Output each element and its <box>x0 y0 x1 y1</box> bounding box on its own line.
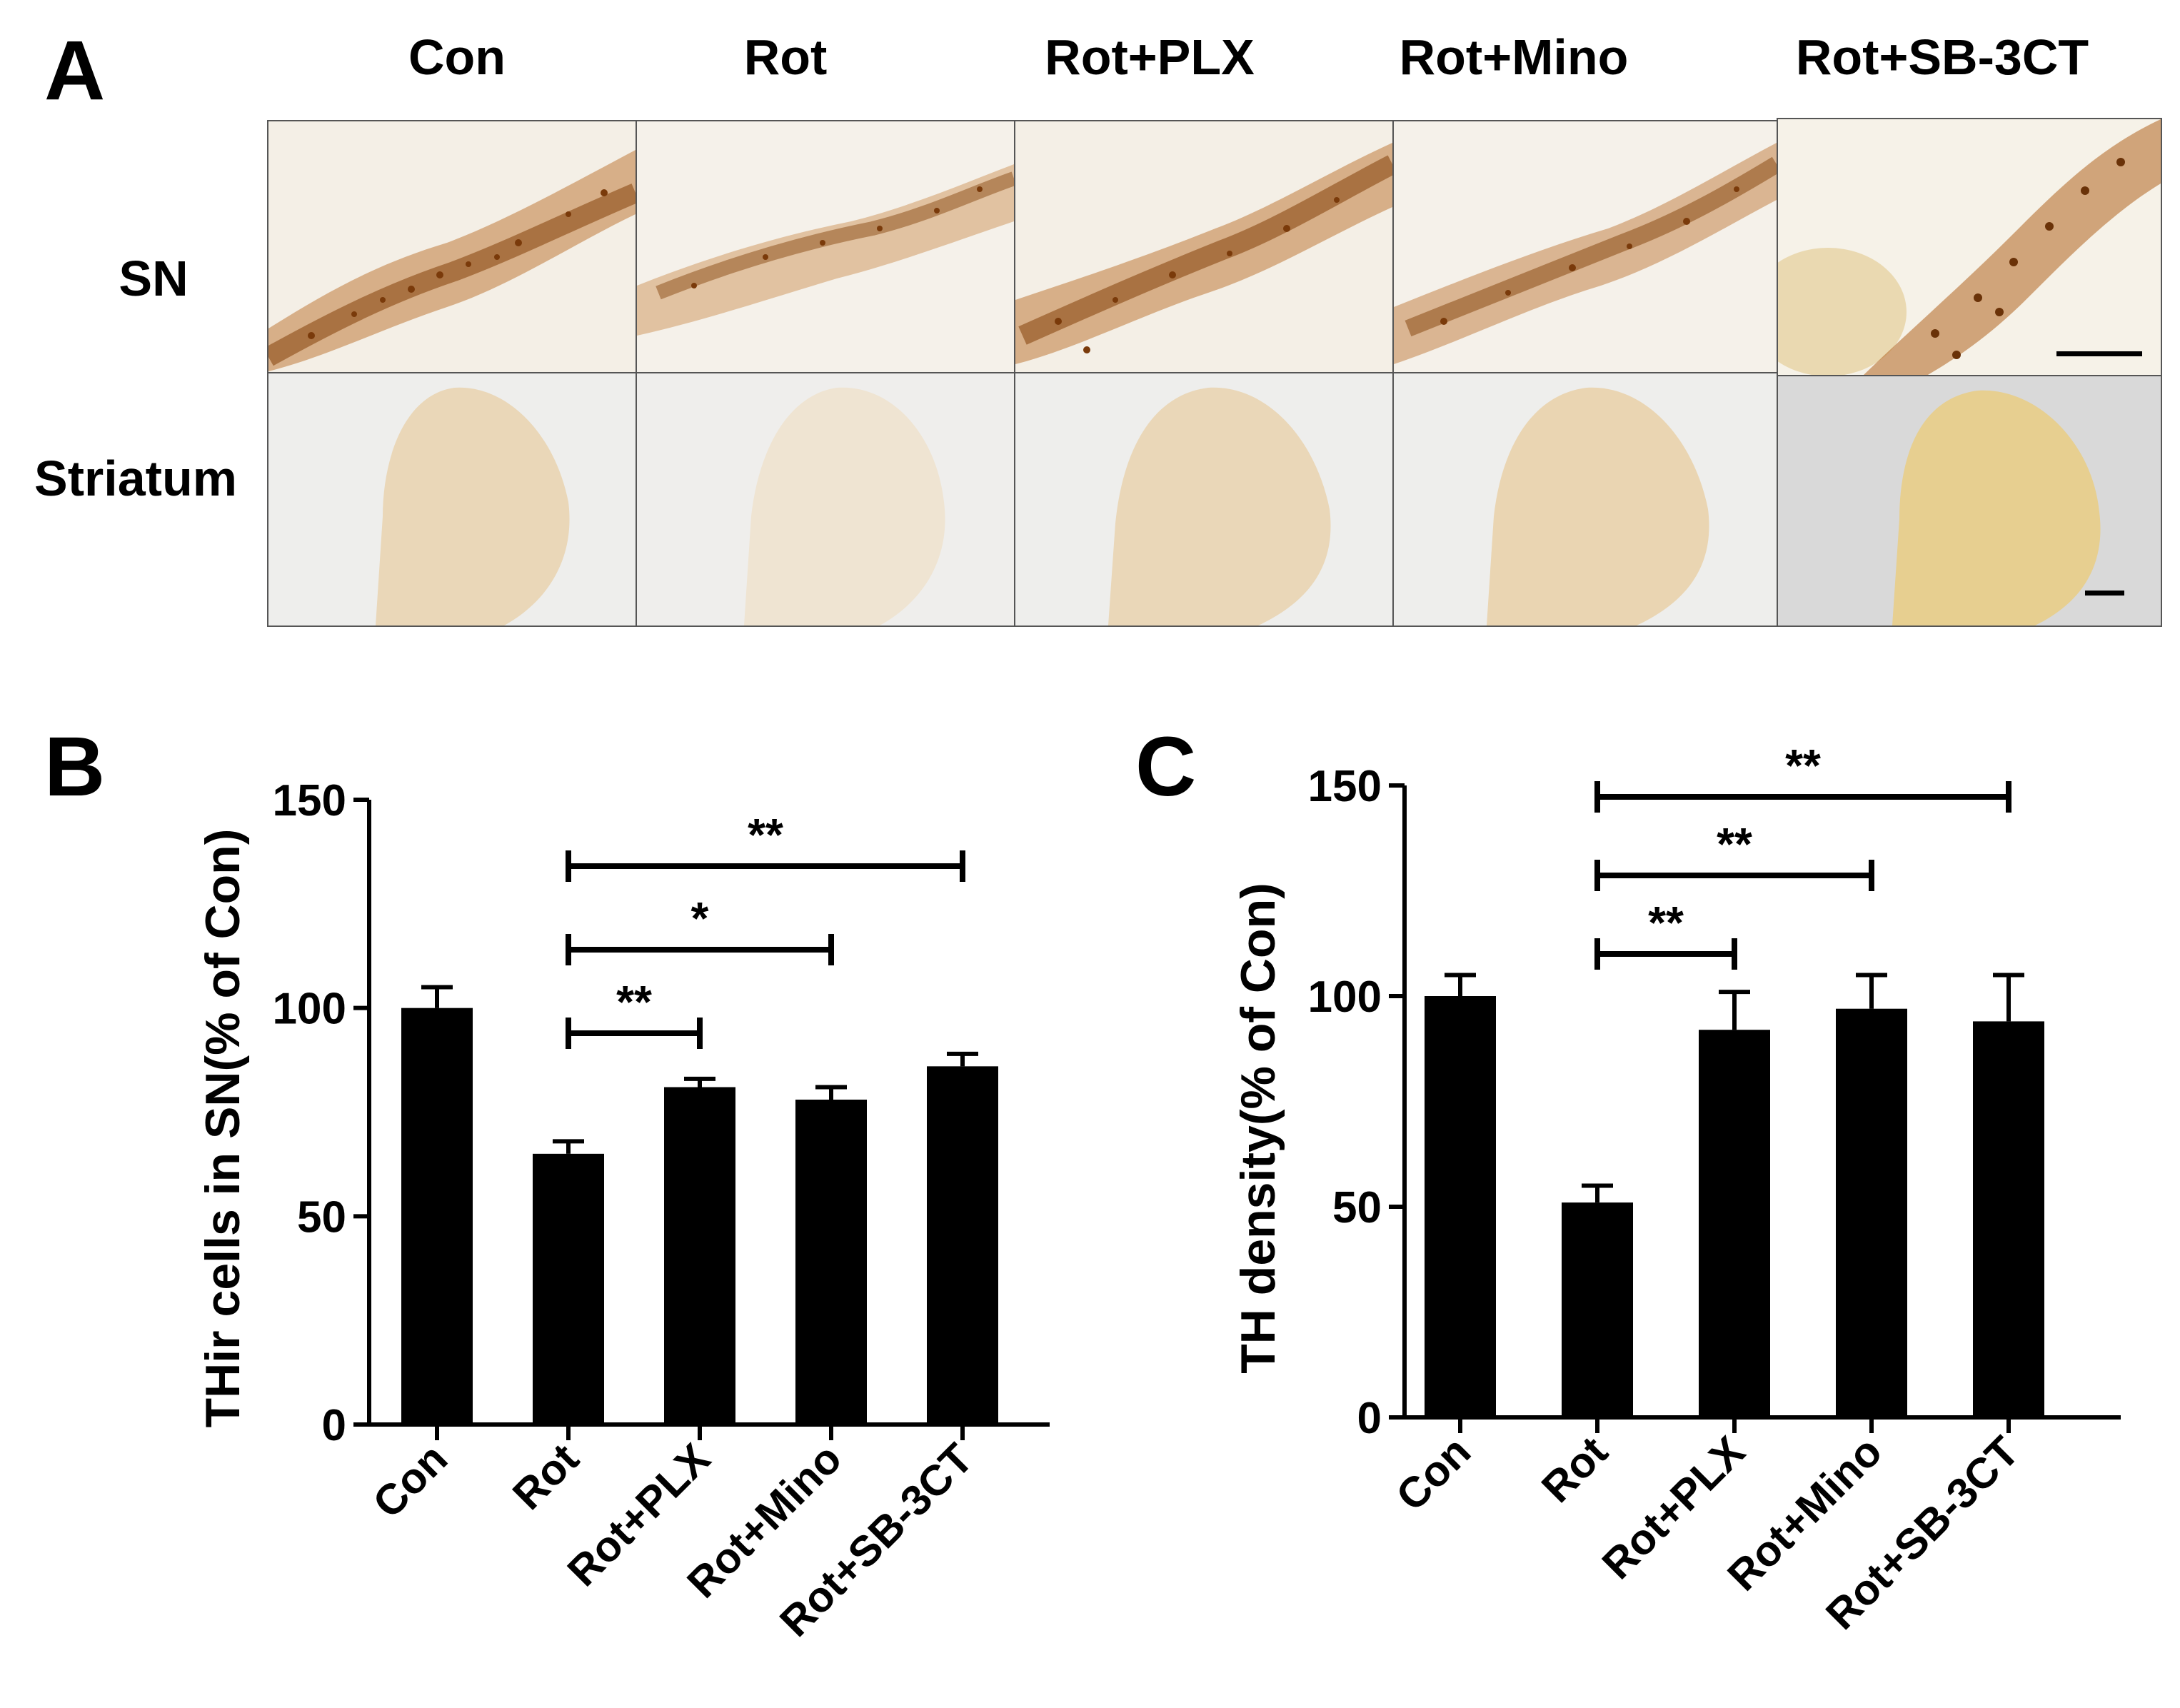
chart-c-bar <box>1699 1030 1770 1417</box>
chart-c-sig-label: ** <box>1785 743 1821 791</box>
chart-b: THir cells in SN(% of Con) 0 50 100 150 Con R… <box>196 776 1050 1646</box>
chart-c-ytick-label: 100 <box>1308 973 1382 1022</box>
chart-b-ytick-label: 50 <box>297 1192 346 1242</box>
column-label-rot-mino: Rot+Mino <box>1399 29 1629 85</box>
chart-c-ytick-label: 0 <box>1357 1394 1382 1443</box>
chart-c-category-label: Con <box>1387 1427 1480 1520</box>
micrograph-sn-con <box>267 120 637 373</box>
chart-c-bar <box>1836 1008 1907 1417</box>
chart-c-ytick-label: 150 <box>1308 762 1382 811</box>
micrograph-sn-rot-sb3ct <box>1777 118 2162 376</box>
micrograph-striatum-rot-sb3ct <box>1777 375 2162 627</box>
micrograph-striatum-rot-mino <box>1392 372 1778 627</box>
chart-b-sig-label: * <box>691 893 709 944</box>
micrograph-sn-rot-plx <box>1014 120 1394 373</box>
micrograph-sn-rot-mino <box>1392 120 1778 373</box>
chart-b-ylabel: THir cells in SN(% of Con) <box>196 829 250 1428</box>
chart-b-bar <box>795 1100 867 1425</box>
chart-c-sig-label: ** <box>1717 818 1752 870</box>
chart-b-sig-label: ** <box>616 976 652 1028</box>
panel-c-letter: C <box>1135 720 1197 814</box>
panel-a-letter: A <box>44 24 106 118</box>
chart-b-ytick-label: 100 <box>273 985 346 1034</box>
chart-b-category-label: Rot <box>503 1435 588 1519</box>
chart-b-bar <box>533 1153 604 1425</box>
panel-b-letter: B <box>44 720 106 814</box>
chart-c-ylabel: TH density(% of Con) <box>1231 883 1285 1374</box>
chart-b-sig-label: ** <box>748 809 783 860</box>
chart-c-sig-label: ** <box>1648 897 1684 948</box>
column-label-con: Con <box>408 29 506 85</box>
chart-c-bar <box>1562 1202 1633 1417</box>
chart-b-ytick-label: 0 <box>322 1401 346 1450</box>
chart-b-category-label: Con <box>363 1435 456 1527</box>
column-label-rot-sb3ct: Rot+SB-3CT <box>1795 29 2089 85</box>
chart-c-category-label: Rot <box>1532 1427 1617 1512</box>
chart-b-bar <box>927 1066 998 1425</box>
micrograph-sn-rot <box>636 120 1015 373</box>
row-label-striatum: Striatum <box>34 451 237 506</box>
micrograph-striatum-con <box>267 372 637 627</box>
column-label-rot-plx: Rot+PLX <box>1045 29 1255 85</box>
micrograph-striatum-rot <box>636 372 1015 627</box>
row-label-sn: SN <box>119 251 189 306</box>
chart-b-bar <box>664 1087 735 1425</box>
column-label-rot: Rot <box>743 29 828 85</box>
chart-c-bar <box>1425 996 1496 1417</box>
chart-b-ytick-label: 150 <box>273 776 346 825</box>
chart-c-ytick-label: 50 <box>1332 1183 1382 1232</box>
chart-b-bar <box>401 1008 473 1425</box>
chart-c-bar <box>1973 1021 2044 1417</box>
micrograph-striatum-rot-plx <box>1014 372 1394 627</box>
